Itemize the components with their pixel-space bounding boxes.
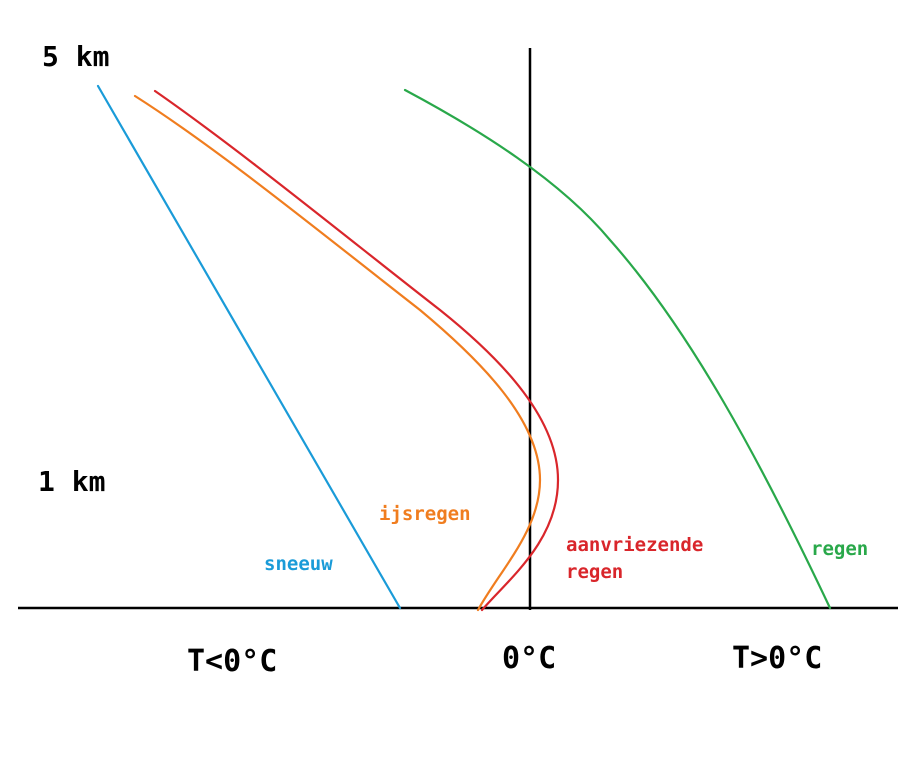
regen-label: regen — [811, 538, 868, 560]
ijsregen-label: ijsregen — [379, 503, 471, 525]
height-label-top: 5 km — [42, 40, 109, 73]
x-label-cold: T<0°C — [187, 644, 277, 679]
regen-curve — [403, 88, 832, 610]
aanvriezende-regen-label-line1: aanvriezende — [566, 534, 703, 556]
x-label-zero: 0°C — [502, 641, 556, 676]
x-label-warm: T>0°C — [732, 641, 822, 676]
sneeuw-curve — [96, 84, 402, 610]
aanvriezende-regen-label-line2: regen — [566, 561, 623, 583]
sneeuw-label: sneeuw — [264, 553, 333, 575]
ijsregen-curve — [133, 94, 542, 612]
height-label-low: 1 km — [38, 465, 105, 498]
aanvriezende-regen-curve — [153, 89, 560, 612]
